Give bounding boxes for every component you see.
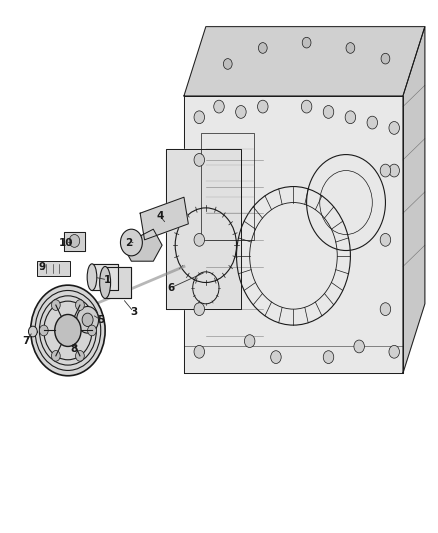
Circle shape	[194, 345, 205, 358]
Circle shape	[236, 106, 246, 118]
Circle shape	[194, 111, 205, 124]
Circle shape	[69, 235, 80, 247]
Circle shape	[51, 300, 60, 310]
Circle shape	[367, 116, 378, 129]
Polygon shape	[184, 96, 403, 373]
Circle shape	[389, 164, 399, 177]
FancyBboxPatch shape	[37, 261, 70, 276]
Circle shape	[323, 351, 334, 364]
Circle shape	[194, 154, 205, 166]
Circle shape	[75, 351, 84, 361]
Text: 7: 7	[23, 336, 30, 346]
Ellipse shape	[31, 285, 105, 376]
Polygon shape	[166, 149, 241, 309]
Polygon shape	[64, 232, 85, 251]
Circle shape	[389, 345, 399, 358]
Ellipse shape	[82, 313, 93, 326]
Circle shape	[76, 300, 84, 310]
Circle shape	[194, 303, 205, 316]
Circle shape	[28, 326, 37, 337]
Circle shape	[88, 325, 96, 336]
Circle shape	[301, 100, 312, 113]
Circle shape	[271, 351, 281, 364]
Text: 8: 8	[71, 344, 78, 354]
Polygon shape	[140, 197, 188, 240]
Text: 3: 3	[130, 307, 137, 317]
Circle shape	[345, 111, 356, 124]
Text: 9: 9	[38, 262, 45, 271]
Circle shape	[354, 340, 364, 353]
Text: 2: 2	[126, 238, 133, 247]
Circle shape	[380, 233, 391, 246]
Polygon shape	[403, 27, 425, 373]
Circle shape	[214, 100, 224, 113]
Circle shape	[323, 106, 334, 118]
Circle shape	[389, 122, 399, 134]
Circle shape	[39, 325, 48, 336]
Circle shape	[244, 335, 255, 348]
Circle shape	[302, 37, 311, 48]
Circle shape	[258, 43, 267, 53]
Circle shape	[258, 100, 268, 113]
Circle shape	[194, 233, 205, 246]
Circle shape	[380, 164, 391, 177]
Ellipse shape	[55, 314, 81, 346]
Polygon shape	[105, 266, 131, 298]
Circle shape	[381, 53, 390, 64]
Text: 1: 1	[104, 275, 111, 285]
Text: 10: 10	[58, 238, 73, 247]
Ellipse shape	[99, 266, 110, 298]
Polygon shape	[184, 27, 425, 96]
Circle shape	[223, 59, 232, 69]
Text: 4: 4	[156, 211, 163, 221]
Ellipse shape	[87, 264, 97, 290]
Text: 6: 6	[167, 283, 174, 293]
Circle shape	[346, 43, 355, 53]
Circle shape	[380, 303, 391, 316]
Text: 5: 5	[97, 315, 104, 325]
Circle shape	[51, 351, 60, 361]
Ellipse shape	[77, 306, 99, 333]
Circle shape	[120, 229, 142, 256]
Polygon shape	[123, 229, 162, 261]
Polygon shape	[92, 264, 118, 290]
